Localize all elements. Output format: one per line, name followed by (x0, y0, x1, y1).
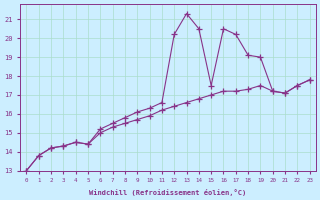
X-axis label: Windchill (Refroidissement éolien,°C): Windchill (Refroidissement éolien,°C) (90, 189, 247, 196)
